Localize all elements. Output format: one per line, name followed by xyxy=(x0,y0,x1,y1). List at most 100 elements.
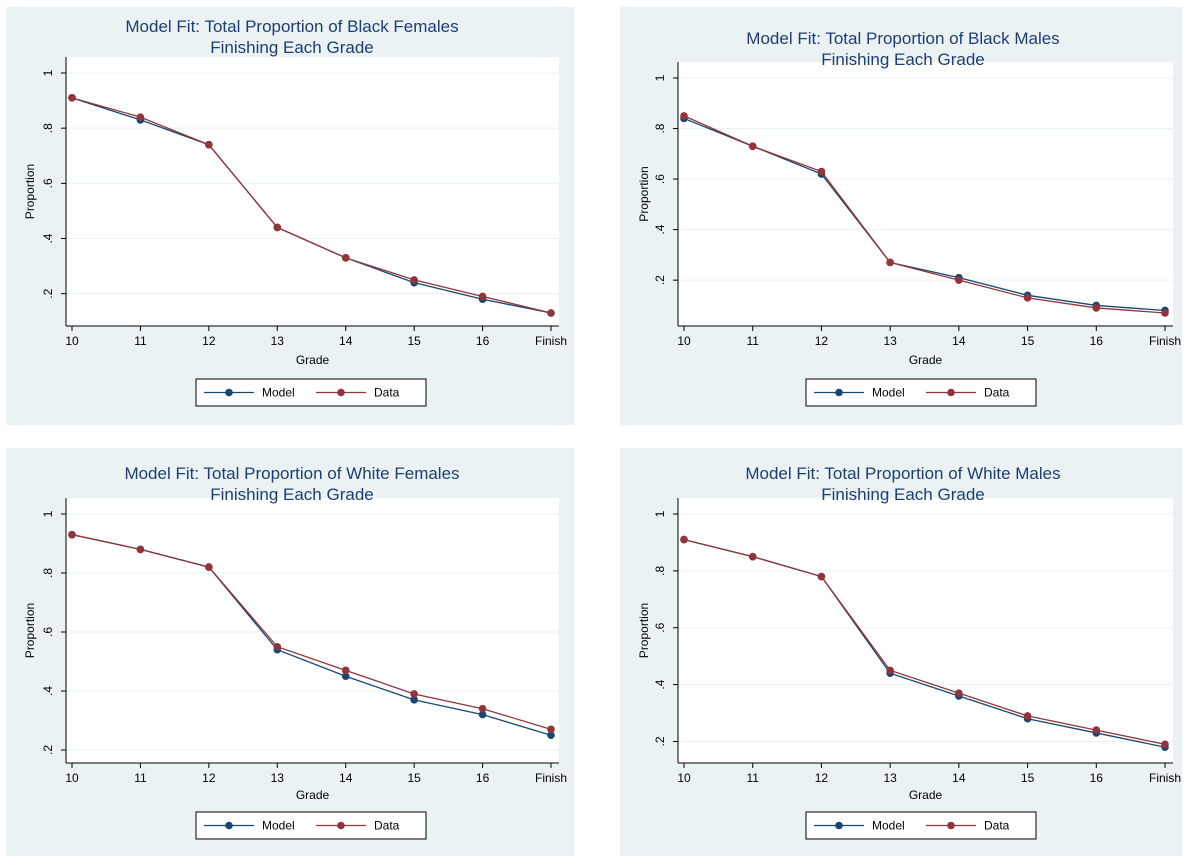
x-tick-label: Finish xyxy=(535,771,567,785)
y-tick-label: 1 xyxy=(41,510,55,517)
x-axis-label: Grade xyxy=(296,788,330,802)
data-point-data xyxy=(547,309,555,317)
data-point-data xyxy=(205,140,213,149)
series-line-data xyxy=(71,97,552,314)
x-tick-label: Finish xyxy=(1149,334,1181,348)
x-tick-label: 14 xyxy=(952,771,966,785)
legend-key-marker-model xyxy=(835,388,843,397)
x-tick-label: 11 xyxy=(746,771,759,785)
x-tick-label: 16 xyxy=(1090,334,1104,348)
data-point-data xyxy=(817,167,826,176)
x-tick-label: 14 xyxy=(339,771,353,785)
data-point-data xyxy=(680,112,688,120)
x-tick-label: 11 xyxy=(746,334,759,348)
plot-area xyxy=(66,498,559,763)
chart-svg-white-males: Model Fit: Total Proportion of White Mal… xyxy=(637,464,1181,840)
y-tick-label: .8 xyxy=(653,566,667,576)
legend-key-marker-data xyxy=(337,821,345,830)
x-tick-label: 15 xyxy=(407,334,421,348)
plot-area xyxy=(678,498,1173,763)
y-tick-label: 1 xyxy=(653,74,667,81)
data-point-data xyxy=(136,545,145,554)
x-axis-label: Grade xyxy=(909,353,943,367)
data-point-data xyxy=(68,94,76,102)
y-axis-label: Proportion xyxy=(23,603,37,658)
x-tick-label: 10 xyxy=(65,334,79,348)
data-point-data xyxy=(478,292,487,301)
data-point-data xyxy=(886,258,894,267)
y-tick-label: .4 xyxy=(653,224,667,234)
legend-label-data: Data xyxy=(374,819,400,833)
data-point-data xyxy=(1092,726,1101,734)
y-tick-label: .4 xyxy=(653,679,667,689)
chart-panel-black-females: Model Fit: Total Proportion of Black Fem… xyxy=(6,7,574,425)
legend-label-model: Model xyxy=(262,819,295,833)
data-point-data xyxy=(341,254,350,262)
legend-box xyxy=(195,378,427,407)
x-tick-label: 11 xyxy=(134,771,147,785)
y-tick-label: .6 xyxy=(653,622,667,632)
x-tick-label: 10 xyxy=(677,771,691,785)
data-point-data xyxy=(205,563,213,571)
x-tick-label: 13 xyxy=(883,334,897,348)
series-line-data xyxy=(71,534,552,730)
chart-title-line-1: Model Fit: Total Proportion of Black Fem… xyxy=(125,17,458,36)
x-tick-label: 10 xyxy=(677,334,691,348)
x-tick-label: 15 xyxy=(407,771,421,785)
chart-panel-black-males: Model Fit: Total Proportion of Black Mal… xyxy=(620,7,1182,425)
legend-key-marker-data xyxy=(947,821,955,830)
chart-panel-white-males: Model Fit: Total Proportion of White Mal… xyxy=(620,448,1182,856)
x-axis-label: Grade xyxy=(296,353,330,367)
y-axis-label: Proportion xyxy=(637,603,651,658)
chart-title-line-2: Finishing Each Grade xyxy=(210,38,373,57)
legend-label-data: Data xyxy=(374,386,400,400)
x-tick-label: 10 xyxy=(65,771,79,785)
data-point-data xyxy=(748,142,757,151)
data-point-model xyxy=(547,731,555,740)
chart-title-line-1: Model Fit: Total Proportion of Black Mal… xyxy=(746,29,1059,48)
data-point-data xyxy=(341,666,350,675)
x-tick-label: 13 xyxy=(883,771,897,785)
chart-panel-white-females: Model Fit: Total Proportion of White Fem… xyxy=(6,448,574,856)
y-tick-label: .6 xyxy=(653,174,667,184)
data-point-data xyxy=(1161,309,1169,317)
data-point-data xyxy=(273,223,282,232)
data-point-model xyxy=(410,696,418,704)
data-point-data xyxy=(1092,304,1101,312)
data-point-data xyxy=(136,113,145,121)
chart-title-line-2: Finishing Each Grade xyxy=(210,485,373,504)
x-tick-label: 12 xyxy=(815,334,829,348)
y-tick-label: .4 xyxy=(41,233,55,243)
data-point-data xyxy=(886,666,894,675)
legend-key-marker-model xyxy=(225,388,233,397)
plot-area xyxy=(678,62,1173,326)
data-point-data xyxy=(1023,294,1032,302)
x-tick-label: 14 xyxy=(339,334,353,348)
y-tick-label: .6 xyxy=(41,627,55,637)
x-tick-label: 16 xyxy=(476,334,490,348)
x-tick-label: 11 xyxy=(134,334,147,348)
x-tick-label: 16 xyxy=(1090,771,1104,785)
chart-svg-black-females: Model Fit: Total Proportion of Black Fem… xyxy=(23,17,567,407)
y-tick-label: .8 xyxy=(41,123,55,133)
plot-area xyxy=(66,57,559,326)
chart-title-line-1: Model Fit: Total Proportion of White Mal… xyxy=(745,464,1060,483)
legend-label-model: Model xyxy=(262,386,295,400)
data-point-data xyxy=(955,689,963,697)
x-tick-label: 12 xyxy=(815,771,829,785)
x-tick-label: Finish xyxy=(535,334,567,348)
x-tick-label: 14 xyxy=(952,334,966,348)
legend-key-marker-data xyxy=(337,388,345,397)
x-tick-label: 16 xyxy=(476,771,490,785)
legend-label-model: Model xyxy=(872,386,905,400)
y-tick-label: .8 xyxy=(653,123,667,133)
data-point-data xyxy=(478,704,487,713)
legend-label-model: Model xyxy=(872,819,905,833)
chart-svg-white-females: Model Fit: Total Proportion of White Fem… xyxy=(23,464,567,840)
x-tick-label: 12 xyxy=(202,771,216,785)
data-point-model xyxy=(478,710,487,719)
x-tick-label: Finish xyxy=(1149,771,1181,785)
data-point-data xyxy=(1161,740,1169,749)
chart-svg-black-males: Model Fit: Total Proportion of Black Mal… xyxy=(637,29,1181,407)
x-tick-label: 15 xyxy=(1021,771,1035,785)
